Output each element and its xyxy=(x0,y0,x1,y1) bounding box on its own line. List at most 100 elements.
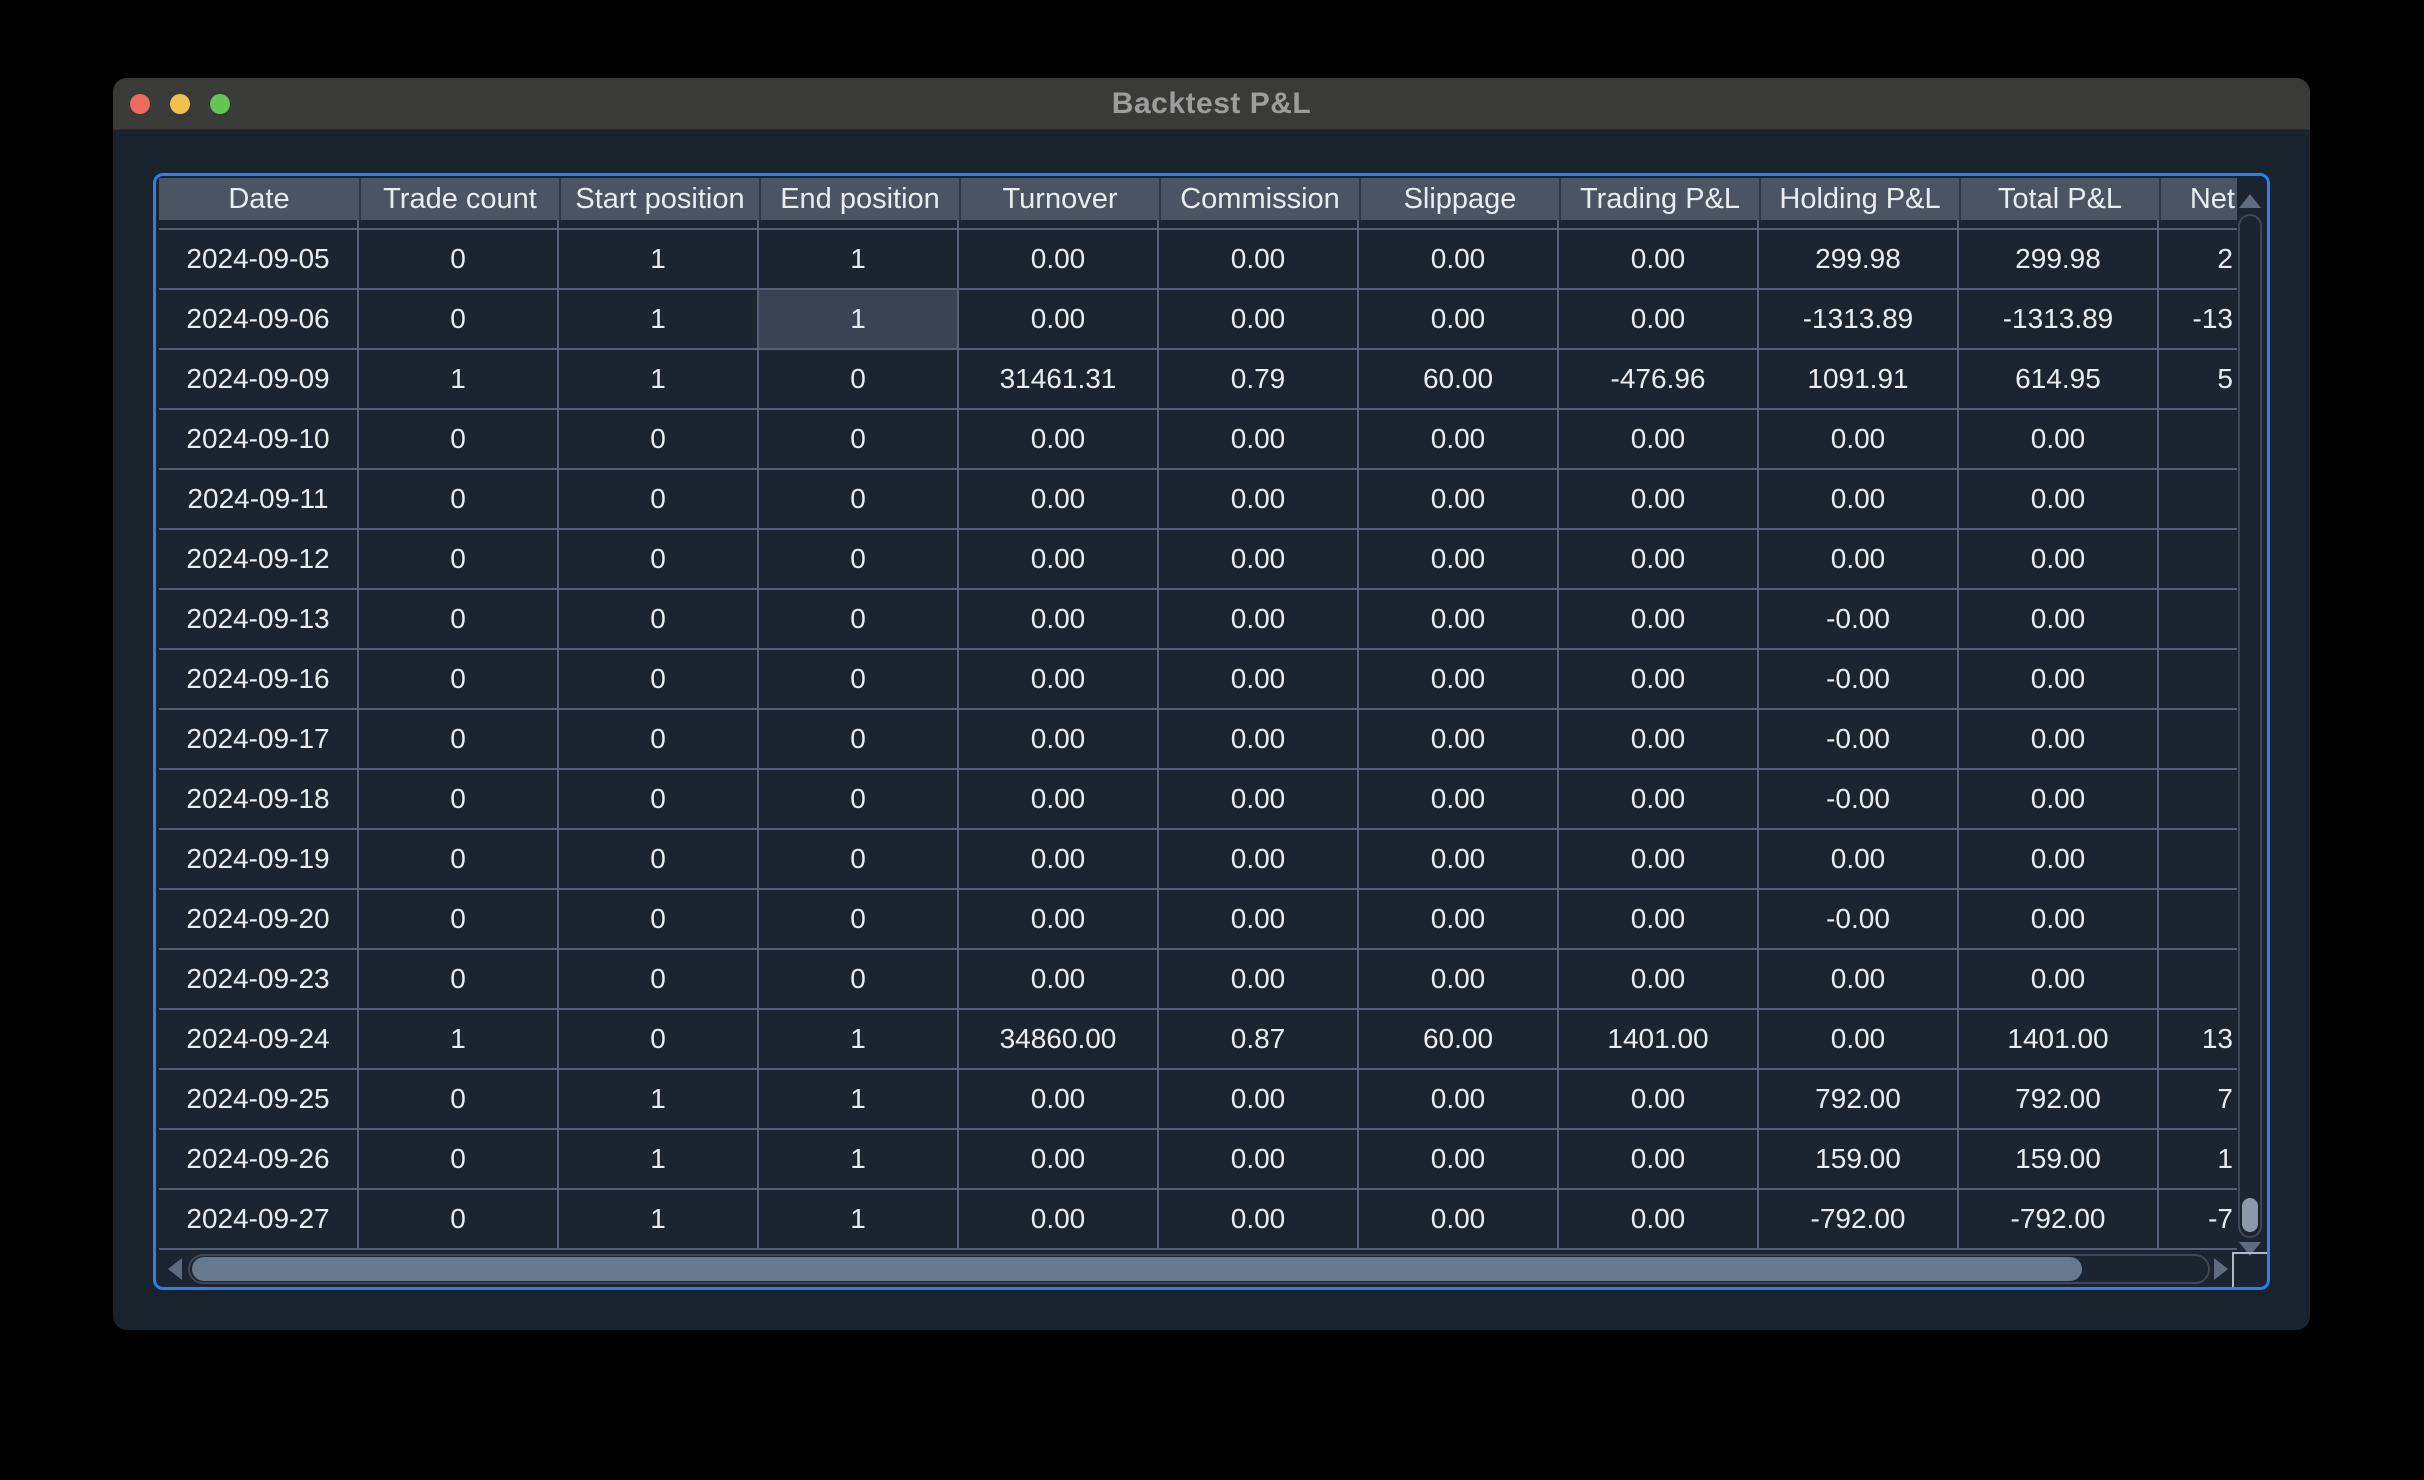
maximize-button[interactable] xyxy=(210,93,230,114)
value-cell[interactable]: 31461.31 xyxy=(959,350,1159,410)
value-cell[interactable]: 0 xyxy=(359,470,559,530)
value-cell[interactable]: 0 xyxy=(759,710,959,770)
value-cell[interactable]: 0.00 xyxy=(1559,470,1759,530)
value-cell[interactable]: 0.00 xyxy=(1559,290,1759,350)
value-cell[interactable]: 0 xyxy=(559,470,759,530)
value-cell[interactable]: 1 xyxy=(759,1190,959,1250)
close-button[interactable] xyxy=(130,93,150,114)
value-cell[interactable]: 0.00 xyxy=(1359,1190,1559,1250)
value-cell[interactable]: 0.00 xyxy=(959,230,1159,290)
value-cell[interactable]: 0.00 xyxy=(1959,890,2159,950)
value-cell[interactable] xyxy=(2159,410,2237,470)
horizontal-scrollbar-track[interactable] xyxy=(188,1254,2210,1284)
date-cell[interactable]: 2024-09-13 xyxy=(159,590,359,650)
value-cell[interactable]: 0 xyxy=(359,530,559,590)
value-cell[interactable]: 0.00 xyxy=(1159,590,1359,650)
value-cell[interactable]: 1 xyxy=(759,290,959,350)
value-cell[interactable]: -476.96 xyxy=(1559,350,1759,410)
value-cell[interactable] xyxy=(2159,710,2237,770)
horizontal-scrollbar-thumb[interactable] xyxy=(192,1257,2082,1281)
value-cell[interactable]: 0 xyxy=(359,1130,559,1190)
value-cell[interactable]: 0 xyxy=(759,530,959,590)
value-cell[interactable]: 0 xyxy=(359,650,559,710)
value-cell[interactable]: 0.00 xyxy=(1959,710,2159,770)
value-cell[interactable]: 0.00 xyxy=(1559,530,1759,590)
titlebar[interactable]: Backtest P&L xyxy=(113,78,2310,130)
date-cell[interactable]: 2024-09-19 xyxy=(159,830,359,890)
value-cell[interactable]: 0.00 xyxy=(959,1190,1159,1250)
value-cell[interactable]: 0.00 xyxy=(1359,230,1559,290)
value-cell[interactable]: 792.00 xyxy=(1759,1070,1959,1130)
value-cell[interactable]: 0.00 xyxy=(1159,890,1359,950)
value-cell[interactable]: 0.00 xyxy=(1359,710,1559,770)
value-cell[interactable]: 299.98 xyxy=(1959,230,2159,290)
minimize-button[interactable] xyxy=(170,93,190,114)
value-cell[interactable]: 0.00 xyxy=(1359,650,1559,710)
value-cell[interactable]: 0.00 xyxy=(959,830,1159,890)
value-cell[interactable]: 159.00 xyxy=(1759,1130,1959,1190)
date-cell[interactable]: 2024-09-18 xyxy=(159,770,359,830)
date-cell[interactable]: 2024-09-25 xyxy=(159,1070,359,1130)
value-cell[interactable]: 0 xyxy=(359,590,559,650)
value-cell[interactable] xyxy=(2159,830,2237,890)
value-cell[interactable]: 0.00 xyxy=(1359,950,1559,1010)
value-cell[interactable]: 1401.00 xyxy=(1559,1010,1759,1070)
value-cell[interactable]: 0.87 xyxy=(1159,1010,1359,1070)
value-cell[interactable]: 0.00 xyxy=(1559,710,1759,770)
value-cell[interactable]: -792.00 xyxy=(1759,1190,1959,1250)
value-cell[interactable]: -7 xyxy=(2159,1190,2237,1250)
column-header-slippage[interactable]: Slippage xyxy=(1359,178,1559,220)
value-cell[interactable]: 0.00 xyxy=(1959,950,2159,1010)
value-cell[interactable] xyxy=(2159,650,2237,710)
value-cell[interactable]: 0.00 xyxy=(1959,470,2159,530)
column-header-end-position[interactable]: End position xyxy=(759,178,959,220)
value-cell[interactable]: 0.00 xyxy=(1759,410,1959,470)
value-cell[interactable]: 5 xyxy=(2159,350,2237,410)
value-cell[interactable]: 0.00 xyxy=(1559,950,1759,1010)
value-cell[interactable]: 0 xyxy=(359,770,559,830)
value-cell[interactable]: 0 xyxy=(759,950,959,1010)
value-cell[interactable]: 0.00 xyxy=(1359,830,1559,890)
value-cell[interactable]: 0.00 xyxy=(959,890,1159,950)
value-cell[interactable]: 0 xyxy=(559,590,759,650)
value-cell[interactable]: 0.00 xyxy=(1159,230,1359,290)
value-cell[interactable]: -1313.89 xyxy=(1759,290,1959,350)
value-cell[interactable]: 1 xyxy=(559,350,759,410)
value-cell[interactable] xyxy=(2159,950,2237,1010)
date-cell[interactable]: 2024-09-10 xyxy=(159,410,359,470)
value-cell[interactable]: 0 xyxy=(359,1070,559,1130)
value-cell[interactable]: 0 xyxy=(359,290,559,350)
value-cell[interactable]: 0.00 xyxy=(1759,950,1959,1010)
value-cell[interactable]: 0 xyxy=(559,770,759,830)
value-cell[interactable]: 0 xyxy=(759,470,959,530)
value-cell[interactable]: 0.00 xyxy=(1159,470,1359,530)
value-cell[interactable]: 0.00 xyxy=(1559,890,1759,950)
value-cell[interactable]: 0.00 xyxy=(1559,230,1759,290)
value-cell[interactable]: 7 xyxy=(2159,1070,2237,1130)
value-cell[interactable]: 0 xyxy=(759,410,959,470)
value-cell[interactable]: 299.98 xyxy=(1759,230,1959,290)
date-cell[interactable]: 2024-09-17 xyxy=(159,710,359,770)
value-cell[interactable]: 34860.00 xyxy=(959,1010,1159,1070)
column-header-start-position[interactable]: Start position xyxy=(559,178,759,220)
value-cell[interactable]: 792.00 xyxy=(1959,1070,2159,1130)
value-cell[interactable]: 0.00 xyxy=(959,290,1159,350)
date-cell[interactable]: 2024-09-24 xyxy=(159,1010,359,1070)
value-cell[interactable]: 0 xyxy=(759,590,959,650)
value-cell[interactable]: 0.00 xyxy=(1959,590,2159,650)
value-cell[interactable]: 0 xyxy=(359,1190,559,1250)
value-cell[interactable]: 0.00 xyxy=(1159,1130,1359,1190)
date-cell[interactable]: 2024-09-06 xyxy=(159,290,359,350)
value-cell[interactable]: 1091.91 xyxy=(1759,350,1959,410)
value-cell[interactable]: 1 xyxy=(759,1130,959,1190)
value-cell[interactable]: 0.00 xyxy=(1359,1070,1559,1130)
value-cell[interactable]: 0.00 xyxy=(1559,1130,1759,1190)
value-cell[interactable]: 1 xyxy=(2159,1130,2237,1190)
value-cell[interactable]: 0 xyxy=(559,950,759,1010)
value-cell[interactable]: 1 xyxy=(359,1010,559,1070)
value-cell[interactable]: 0 xyxy=(359,890,559,950)
value-cell[interactable] xyxy=(2159,890,2237,950)
value-cell[interactable]: 1401.00 xyxy=(1959,1010,2159,1070)
value-cell[interactable]: 0.00 xyxy=(1559,650,1759,710)
scroll-left-icon[interactable] xyxy=(168,1258,182,1280)
